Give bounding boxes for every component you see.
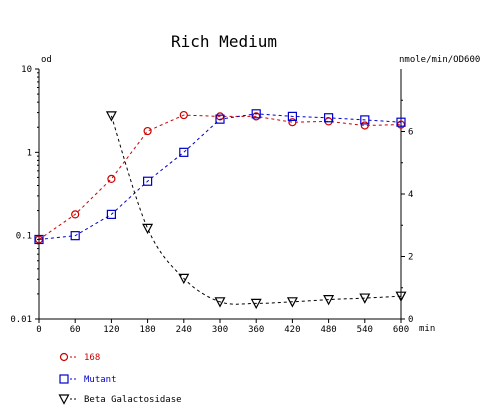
right-tick-label: 2 <box>408 253 413 263</box>
data-point <box>142 223 154 235</box>
right-tick-label: 0 <box>408 315 413 325</box>
data-point <box>251 109 261 119</box>
x-tick-label: 480 <box>320 325 336 335</box>
data-point <box>323 295 335 306</box>
series-1 <box>34 109 406 245</box>
legend-marker <box>59 374 69 384</box>
data-point <box>360 115 370 125</box>
chart-title: Rich Medium <box>171 32 277 51</box>
legend-label: 168 <box>84 353 100 363</box>
x-tick-label: 0 <box>36 325 41 335</box>
x-tick-label: 180 <box>139 325 155 335</box>
series-0 <box>34 110 406 244</box>
data-point <box>178 273 190 285</box>
data-point <box>105 111 117 122</box>
data-point <box>107 174 116 183</box>
legend-label: Beta Galactosidase <box>84 395 182 405</box>
x-tick-label: 240 <box>176 325 192 335</box>
data-point <box>286 297 298 308</box>
data-point <box>324 113 334 123</box>
data-point <box>143 126 152 136</box>
legend-item: Mutant <box>59 374 117 385</box>
series-line <box>38 113 402 240</box>
data-point <box>143 176 153 186</box>
left-tick-label: 0.1 <box>16 232 32 242</box>
data-point <box>395 291 407 302</box>
right-tick-label: 6 <box>408 128 413 138</box>
data-point <box>179 110 188 120</box>
data-point <box>179 147 189 157</box>
data-point <box>70 231 80 241</box>
data-point <box>71 210 80 219</box>
data-point <box>396 117 406 127</box>
plot-series <box>34 109 407 310</box>
data-point <box>250 298 262 310</box>
series-line <box>110 115 402 305</box>
legend-marker <box>58 394 70 405</box>
data-point <box>34 234 44 245</box>
data-point <box>214 297 226 308</box>
right-tick-label: 4 <box>408 190 413 200</box>
data-point <box>215 114 225 124</box>
left-axis-unit: od <box>41 55 52 65</box>
x-tick-label: 360 <box>248 325 264 335</box>
x-tick-label: 540 <box>357 325 373 335</box>
left-tick-label: 0.01 <box>10 315 32 325</box>
series-2 <box>105 111 407 310</box>
legend-label: Mutant <box>84 375 117 385</box>
data-point <box>359 293 371 304</box>
x-axis-unit: min <box>419 324 435 334</box>
axis-ticks: 0 60 120 180 240 300 360 420 480 540 6001010.10.01… <box>10 65 413 335</box>
series-line <box>38 114 402 240</box>
x-tick-label: 60 <box>70 325 81 335</box>
left-tick-label: 1 <box>27 148 32 158</box>
x-tick-label: 420 <box>284 325 300 335</box>
data-point <box>288 118 297 127</box>
left-tick-label: 10 <box>21 65 32 75</box>
legend-item: Beta Galactosidase <box>58 394 182 405</box>
data-point <box>360 121 369 130</box>
legend-item: 168 <box>59 352 100 363</box>
x-tick-label: 300 <box>212 325 228 335</box>
x-tick-label: 120 <box>103 325 119 335</box>
data-point <box>106 209 117 219</box>
legend: 168 Mutant Beta Galactosidase <box>58 352 182 405</box>
x-tick-label: 600 <box>393 325 409 335</box>
data-point <box>287 111 297 121</box>
legend-marker <box>59 352 69 362</box>
right-axis-unit: nmole/min/OD600 <box>399 55 480 65</box>
